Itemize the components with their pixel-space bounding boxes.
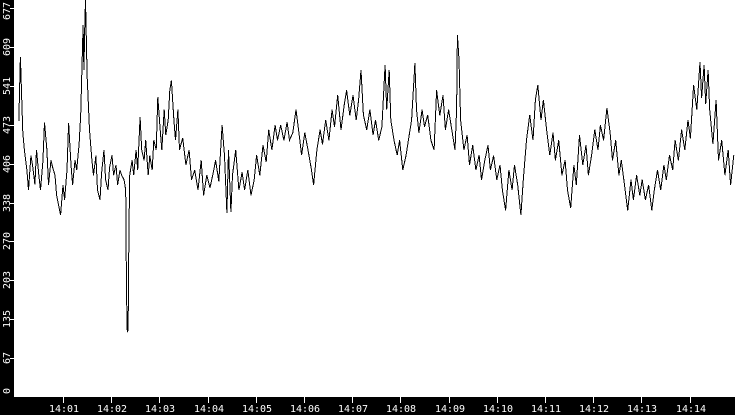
x-tick-label: 14:08 [386, 404, 416, 415]
y-tick-label: 473 [2, 116, 13, 134]
x-tick-mark [256, 397, 257, 403]
x-tick-label: 14:02 [97, 404, 127, 415]
x-tick-mark [593, 397, 594, 403]
y-tick-label: 0 [2, 388, 13, 394]
x-tick-label: 14:12 [579, 404, 609, 415]
y-tick-label: 270 [2, 232, 13, 250]
x-tick-label: 14:10 [483, 404, 513, 415]
y-axis-strip [0, 0, 14, 397]
x-tick-mark [159, 397, 160, 403]
y-tick-label: 541 [2, 77, 13, 95]
x-tick-mark [111, 397, 112, 403]
x-tick-label: 14:05 [242, 404, 272, 415]
y-tick-label: 609 [2, 38, 13, 56]
x-tick-label: 14:11 [531, 404, 561, 415]
x-axis: 14:01 14:02 14:03 14:04 14:05 14:06 14:07 14:08… [0, 397, 735, 415]
x-tick-mark [63, 397, 64, 403]
y-tick-mark [10, 47, 14, 48]
y-tick-label: 67 [2, 352, 13, 364]
y-tick-label: 203 [2, 271, 13, 289]
x-tick-mark [352, 397, 353, 403]
y-tick-mark [10, 125, 14, 126]
x-tick-mark [641, 397, 642, 403]
x-tick-label: 14:13 [627, 404, 657, 415]
x-tick-label: 14:04 [194, 404, 224, 415]
x-tick-label: 14:01 [49, 404, 79, 415]
y-tick-mark [10, 86, 14, 87]
y-tick-mark [10, 358, 14, 359]
y-tick-mark [10, 203, 14, 204]
x-tick-label: 14:07 [338, 404, 368, 415]
x-tick-mark [208, 397, 209, 403]
y-tick-label: 406 [2, 155, 13, 173]
x-tick-label: 14:09 [435, 404, 465, 415]
x-axis-strip [0, 397, 735, 415]
series-line [18, 0, 735, 333]
y-tick-mark [10, 319, 14, 320]
x-tick-mark [400, 397, 401, 403]
x-tick-label: 14:03 [145, 404, 175, 415]
y-axis: 0 67 135 203 270 338 406 473 541 609 677 [0, 0, 19, 398]
x-tick-label: 14:06 [290, 404, 320, 415]
y-tick-mark [10, 280, 14, 281]
x-tick-mark [545, 397, 546, 403]
y-tick-label: 677 [2, 2, 13, 20]
x-tick-mark [304, 397, 305, 403]
x-tick-mark [690, 397, 691, 403]
x-tick-label: 14:14 [676, 404, 706, 415]
y-tick-mark [10, 164, 14, 165]
y-tick-mark [10, 241, 14, 242]
x-tick-mark [497, 397, 498, 403]
y-tick-mark [10, 8, 14, 9]
y-tick-label: 338 [2, 194, 13, 212]
x-tick-mark [449, 397, 450, 403]
y-tick-label: 135 [2, 310, 13, 328]
